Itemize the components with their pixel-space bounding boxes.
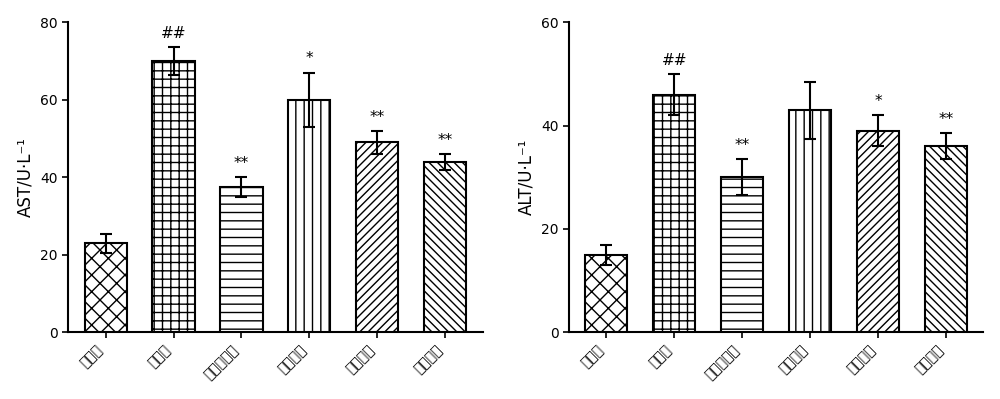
Text: **: **: [370, 110, 385, 124]
Text: **: **: [234, 156, 249, 171]
Bar: [85, 243, 127, 332]
Text: *: *: [874, 94, 882, 109]
Bar: [152, 61, 195, 332]
Bar: [424, 162, 466, 332]
Text: **: **: [938, 112, 954, 127]
Bar: [857, 131, 899, 332]
Bar: [220, 187, 263, 332]
Bar: [789, 110, 831, 332]
Bar: [653, 95, 695, 332]
Bar: [721, 177, 763, 332]
Bar: [288, 100, 330, 332]
Bar: [925, 146, 967, 332]
Bar: [356, 142, 398, 332]
Y-axis label: ALT/U·L⁻¹: ALT/U·L⁻¹: [517, 139, 535, 215]
Text: ##: ##: [662, 53, 687, 68]
Text: **: **: [735, 138, 750, 153]
Y-axis label: AST/U·L⁻¹: AST/U·L⁻¹: [17, 137, 35, 217]
Text: ##: ##: [161, 26, 186, 41]
Text: **: **: [438, 133, 453, 148]
Bar: [585, 255, 627, 332]
Text: *: *: [306, 51, 313, 66]
